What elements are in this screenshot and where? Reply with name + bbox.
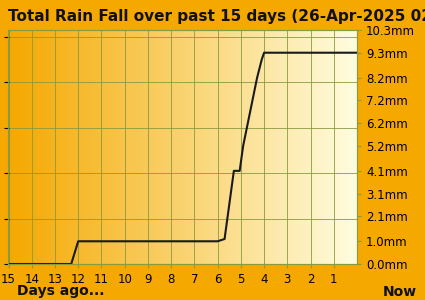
Text: Now: Now [382, 284, 416, 298]
Text: Total Rain Fall over past 15 days (26-Apr-2025 02:39AM): Total Rain Fall over past 15 days (26-Ap… [8, 9, 425, 24]
Text: Days ago...: Days ago... [17, 284, 105, 298]
